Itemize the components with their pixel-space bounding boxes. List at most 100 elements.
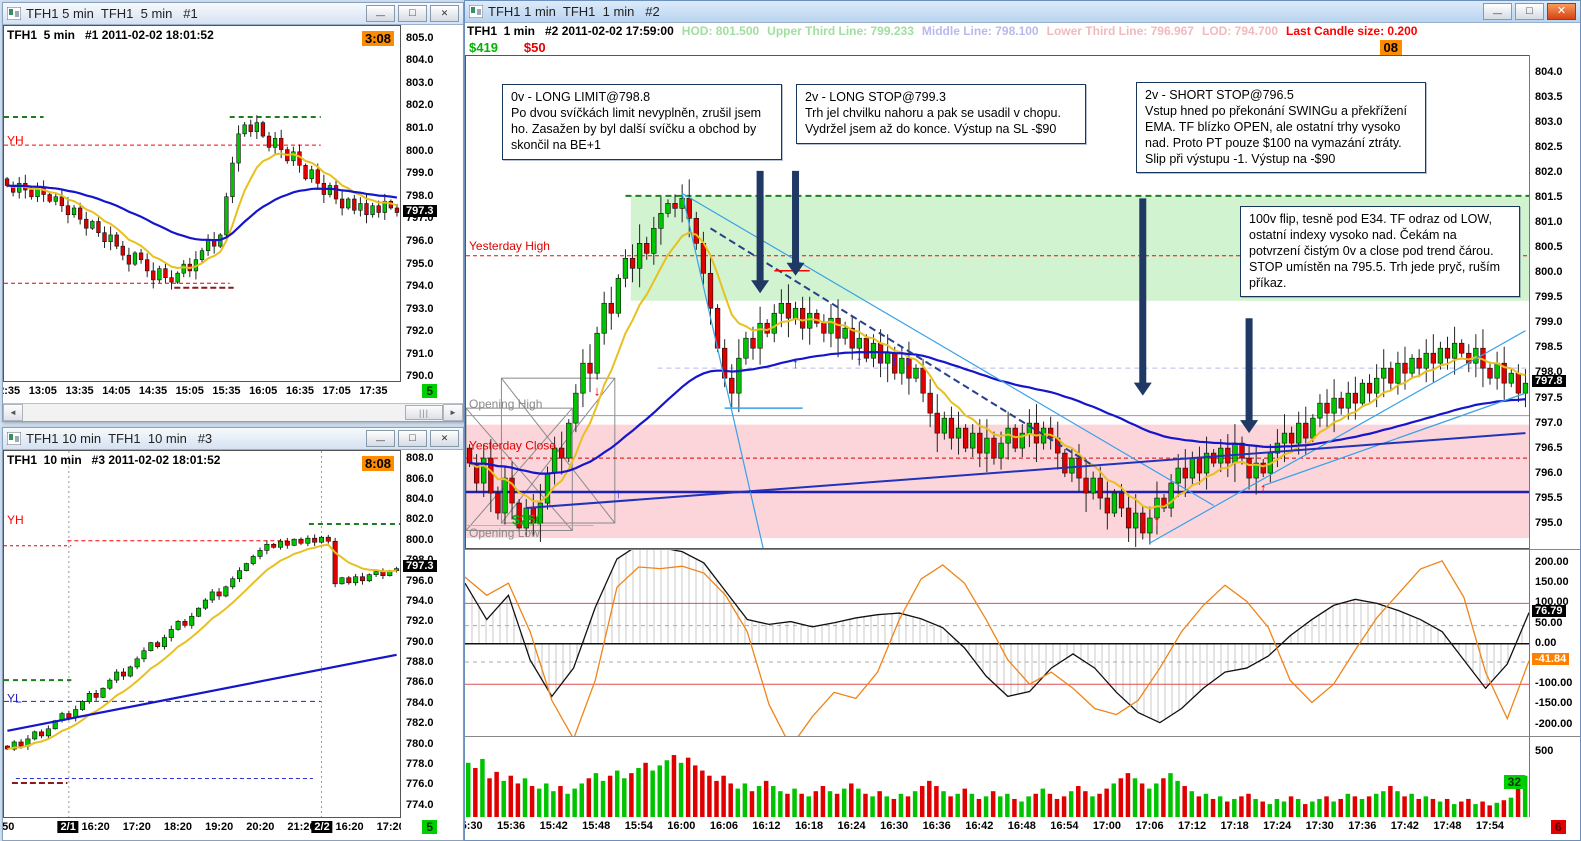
price-axis-tf5[interactable]: 805.0 804.0 803.0 802.0 801.0 800.0 799.0 798.0…	[401, 25, 463, 382]
close-button[interactable]	[430, 5, 459, 22]
close-button[interactable]	[430, 430, 459, 447]
axis-tick: -150.00	[1535, 697, 1573, 710]
minimize-button[interactable]	[1483, 3, 1512, 20]
volume-panel[interactable]: 32	[465, 736, 1529, 817]
oscillator-axis[interactable]: 200.00 150.00 100.00 50.00 0.00 -100.00 -150.0…	[1529, 549, 1580, 736]
axis-tick: 150.00	[1535, 576, 1569, 589]
scrollbar-track[interactable]: |||	[23, 404, 443, 421]
axis-tick: 806.0	[406, 472, 434, 485]
chart-canvas[interactable]: YH	[4, 26, 400, 381]
oscillator-panel[interactable]	[465, 549, 1529, 736]
axis-tick: 791.0	[406, 347, 434, 360]
price-axis-tf1[interactable]: 804.0 803.5 803.0 802.5 802.0 801.5 801.0 800.5…	[1529, 55, 1580, 549]
annotation-note[interactable]: 2v - SHORT STOP@796.5 Vstup hned po přek…	[1136, 82, 1426, 174]
time-label: 16:54	[1050, 820, 1079, 832]
header-field: Last Candle size: 0.200	[1286, 24, 1418, 38]
axis-tick: 800.0	[406, 533, 434, 546]
axis-tick: 794.0	[406, 280, 434, 293]
close-button[interactable]	[1547, 3, 1576, 20]
axis-tick: 800.0	[1535, 266, 1563, 279]
horizontal-scrollbar[interactable]: ◄ ||| ►	[3, 403, 463, 421]
price-chart-tf5[interactable]: TFH1 5 min #1 2011-02-02 18:01:52 3:08 Y…	[3, 25, 401, 382]
last-volume-badge: 32	[1503, 775, 1525, 789]
time-axis-tf5: 12:35 13:05 13:35 14:05 14:35 15:05 15:35 16:05…	[3, 382, 401, 403]
price-axis-tf10[interactable]: 808.0806.0804.0802.0800.0798.0796.0794.0…	[401, 450, 463, 818]
annotation-note[interactable]: 2v - LONG STOP@799.3 Trh jel chvilku nah…	[796, 84, 1086, 144]
axis-tick: 797.0	[1535, 416, 1563, 429]
axis-tick: 802.5	[1535, 140, 1563, 153]
titlebar-tf1[interactable]: TFH1 1 min TFH1 1 min #2	[465, 1, 1580, 23]
scrollbar-thumb[interactable]: |||	[405, 405, 443, 420]
time-label: 18:20	[163, 821, 193, 833]
time-label: 15:54	[624, 820, 653, 832]
last-value-box: 76.79	[1532, 604, 1566, 617]
axis-tick: 796.5	[1535, 441, 1563, 454]
axis-tick: 800.5	[1535, 241, 1563, 254]
svg-text:↓: ↓	[594, 383, 601, 399]
axis-tick: 801.5	[1535, 190, 1563, 203]
time-label: 17:05	[322, 385, 351, 397]
time-label: 17:36	[1348, 820, 1377, 832]
axis-tick: 796.0	[1535, 466, 1563, 479]
axis-tick: 796.0	[406, 574, 434, 587]
axis-tick: 793.0	[406, 302, 434, 315]
svg-text:$250: $250	[512, 512, 543, 528]
annotation-note[interactable]: 100v flip, tesně pod E34. TF odraz od LO…	[1240, 206, 1520, 298]
svg-text:YH: YH	[7, 134, 24, 148]
time-label: 17:12	[1177, 820, 1207, 832]
axis-tick: 795.0	[1535, 516, 1563, 529]
time-label: 15:42	[539, 820, 568, 832]
chart-number-badge: 5	[422, 820, 437, 834]
annotation-note[interactable]: 0v - LONG LIMIT@798.8 Po dvou svíčkách l…	[502, 84, 782, 160]
svg-text:↑: ↑	[856, 353, 863, 369]
axis-tick: 803.5	[1535, 90, 1563, 103]
svg-text:YL: YL	[7, 691, 22, 705]
time-label: 17:54	[1475, 820, 1505, 832]
volume-canvas[interactable]	[465, 737, 1529, 817]
chart-header-line: TFH1 1 min #2 2011-02-02 17:59:00 HOD: 80…	[465, 23, 1580, 39]
axis-tick: -100.00	[1535, 677, 1573, 690]
axis-tick: 804.0	[406, 54, 434, 67]
axis-tick: 788.0	[406, 656, 434, 669]
last-value-box: -41.84	[1532, 652, 1570, 665]
titlebar-tf5[interactable]: TFH1 5 min TFH1 5 min #1	[3, 3, 463, 25]
scroll-left-arrow-icon[interactable]: ◄	[3, 404, 23, 421]
time-label: 17:06	[1135, 820, 1164, 832]
axis-tick: 798.5	[1535, 341, 1563, 354]
time-label: 17:24	[1263, 820, 1292, 832]
time-label: 16:42	[965, 820, 994, 832]
chart-header: TFH1 5 min #1 2011-02-02 18:01:52	[7, 28, 214, 42]
svg-text:↑: ↑	[1260, 480, 1267, 496]
time-label: 16:05	[249, 385, 278, 397]
time-label: 17:20	[376, 821, 401, 833]
axis-tick: 804.0	[1535, 65, 1563, 78]
window-title: TFH1 10 min TFH1 10 min #3	[26, 431, 213, 446]
scroll-right-arrow-icon[interactable]: ►	[443, 404, 463, 421]
countdown-badge: 8:08	[361, 456, 394, 471]
titlebar-tf10[interactable]: TFH1 10 min TFH1 10 min #3	[3, 428, 463, 450]
axis-tick: 808.0	[406, 452, 434, 465]
header-field: HOD: 801.500	[681, 24, 760, 38]
window-icon	[7, 432, 21, 445]
svg-text:Opening High: Opening High	[469, 397, 542, 411]
time-label: :50	[3, 821, 15, 833]
chart-canvas[interactable]: YH YL	[4, 451, 400, 817]
restore-button[interactable]	[398, 5, 427, 22]
axis-tick: 774.0	[406, 798, 434, 811]
time-label: 2/2	[311, 821, 333, 833]
volume-axis[interactable]: 500	[1529, 736, 1580, 817]
axis-tick: -200.00	[1535, 717, 1573, 730]
axis-tick: 782.0	[406, 717, 434, 730]
window-tf5: TFH1 5 min TFH1 5 min #1 TFH1 5 min #1 2…	[2, 2, 464, 422]
price-chart-tf10[interactable]: TFH1 10 min #3 2011-02-02 18:01:52 8:08 …	[3, 450, 401, 818]
time-label: 13:35	[65, 385, 94, 397]
axis-tick: 805.0	[406, 31, 434, 44]
price-chart-tf1[interactable]: ↓ ↑ ↑ ↑ ↑ ↑ ↑ ↑ ↑ Yesterday High Opening High Yeste…	[465, 55, 1529, 549]
axis-tick: 780.0	[406, 737, 434, 750]
axis-tick: 50.00	[1535, 616, 1563, 629]
restore-button[interactable]	[1515, 3, 1544, 20]
minimize-button[interactable]	[366, 430, 395, 447]
restore-button[interactable]	[398, 430, 427, 447]
minimize-button[interactable]	[366, 5, 395, 22]
oscillator-canvas[interactable]	[465, 550, 1529, 736]
